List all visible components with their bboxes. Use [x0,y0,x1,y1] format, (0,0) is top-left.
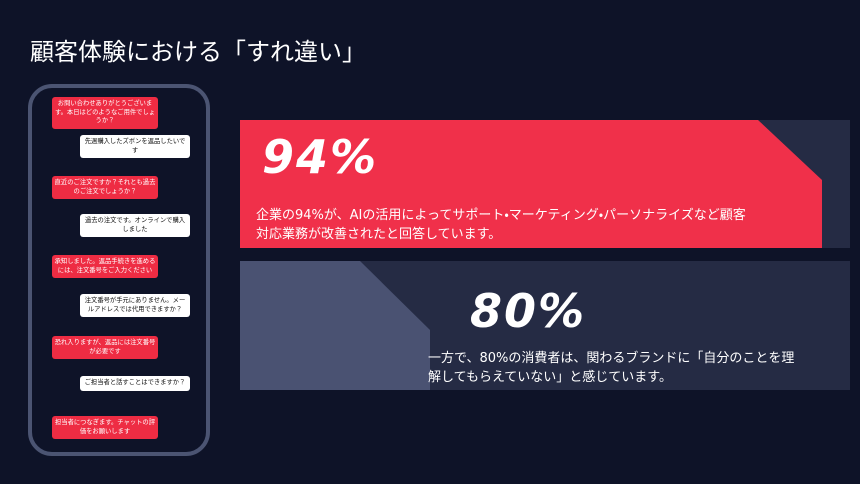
chat-bubble: 注文番号が手元にありません。メールアドレスでは代用できますか？ [80,294,190,317]
stat-figure: 80% [470,284,587,338]
chat-bubble: 直近のご注文ですか？それとも過去のご注文でしょうか？ [52,176,158,199]
chat-bubble: ご担当者と話すことはできますか？ [80,376,190,391]
stat-figure: 94% [262,130,379,184]
panel-slate [240,261,430,390]
chat-bubble: 恐れ入りますが、返品には注文番号が必要です [52,336,158,359]
chat-bubble: 過去の注文です。オンラインで購入しました [80,214,190,237]
chat-bubble: 承知しました。返品手続きを進めるには、注文番号をご入力ください [52,255,158,278]
phone-frame [28,84,210,456]
chat-bubble: 先週購入したズボンを返品したいです [80,135,190,158]
chat-bubble: お問い合わせありがとうございます。本日はどのようなご用件でしょうか？ [52,97,158,129]
stat-text: 一方で、80%の消費者は、関わるブランドに「自分のことを理解してもらえていない」… [428,351,795,385]
stat-text: 企業の94%が、AIの活用によってサポート・マーケティング・パーソナライズなど顧… [256,208,746,242]
panel-red [240,120,822,248]
title: 顧客体験における「すれ違い」 [30,38,366,66]
chat-bubble: 担当者につなぎます。チャットの評価をお願いします [52,416,158,439]
